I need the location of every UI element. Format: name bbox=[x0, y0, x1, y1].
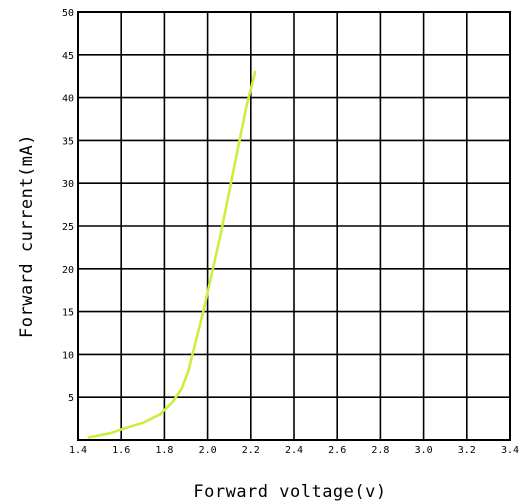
y-tick-label: 35 bbox=[62, 136, 74, 147]
x-tick-label: 2.6 bbox=[328, 445, 346, 456]
series-layer bbox=[87, 70, 257, 439]
y-tick-label: 20 bbox=[62, 265, 74, 276]
x-tick-label: 2.0 bbox=[199, 445, 217, 456]
x-tick-label: 1.8 bbox=[155, 445, 173, 456]
x-tick-label: 3.4 bbox=[501, 445, 519, 456]
y-axis-label: Forward current(mA) bbox=[17, 134, 37, 338]
grid bbox=[77, 11, 511, 441]
x-tick-labels: 1.4 1.6 1.8 2.0 2.2 2.4 2.6 2.8 3.0 3.2 3.4 bbox=[69, 445, 519, 456]
x-tick-label: 1.6 bbox=[112, 445, 130, 456]
x-tick-label: 2.8 bbox=[371, 445, 389, 456]
y-tick-label: 25 bbox=[62, 222, 74, 233]
y-tick-label: 10 bbox=[62, 350, 74, 361]
series-line bbox=[87, 70, 257, 439]
x-axis-label: Forward voltage(v) bbox=[193, 482, 386, 502]
x-tick-label: 2.2 bbox=[242, 445, 260, 456]
x-tick-label: 2.4 bbox=[285, 445, 303, 456]
y-tick-label: 15 bbox=[62, 308, 74, 319]
y-tick-label: 50 bbox=[62, 8, 74, 19]
y-tick-label: 40 bbox=[62, 94, 74, 105]
y-tick-labels: 5 10 15 20 25 30 35 40 45 50 bbox=[62, 8, 74, 404]
y-tick-label: 45 bbox=[62, 51, 74, 62]
y-tick-label: 30 bbox=[62, 179, 74, 190]
x-tick-label: 3.0 bbox=[415, 445, 433, 456]
y-tick-label: 5 bbox=[68, 393, 74, 404]
x-tick-label: 1.4 bbox=[69, 445, 87, 456]
x-tick-label: 3.2 bbox=[458, 445, 476, 456]
